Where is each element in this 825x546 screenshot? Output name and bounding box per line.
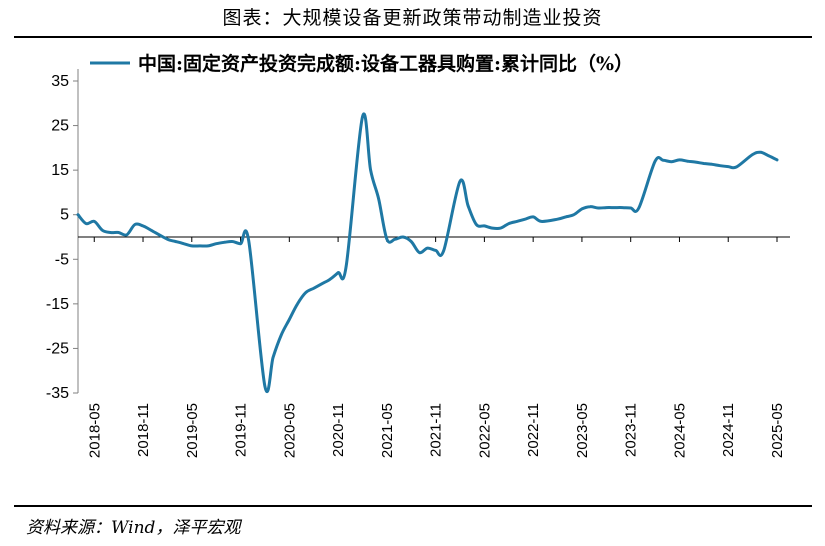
x-tick-label: 2019-11 — [233, 403, 250, 457]
y-tick-label: -5 — [55, 251, 69, 268]
top-rule — [14, 36, 812, 38]
x-tick-label: 2018-11 — [135, 403, 152, 457]
x-tick-label: 2023-11 — [623, 403, 640, 457]
source-note: 资料来源：Wind，泽平宏观 — [26, 518, 241, 538]
y-tick-label: -15 — [46, 296, 69, 313]
x-tick-label: 2022-11 — [525, 403, 542, 457]
x-tick-label: 2018-05 — [86, 403, 103, 458]
legend: 中国:固定资产投资完成额:设备工器具购置:累计同比（%） — [90, 52, 633, 75]
y-tick-label: 35 — [51, 73, 69, 90]
y-tick-label: 25 — [51, 118, 69, 135]
x-tick-label: 2020-05 — [281, 403, 298, 458]
x-tick-label: 2019-05 — [184, 403, 201, 458]
y-tick-label: 15 — [51, 162, 69, 179]
axes: 35 25 15 5 -5 -15 -25 -35 2018-05 2018-11 2019-05 2… — [46, 69, 790, 458]
line-chart: 35 25 15 5 -5 -15 -25 -35 2018-05 2018-11 2019-05 2… — [46, 52, 790, 458]
x-tick-label: 2021-11 — [428, 403, 445, 457]
series-layer — [76, 112, 779, 393]
bottom-rule — [14, 505, 812, 507]
y-tick-label: 5 — [60, 207, 69, 224]
x-tick-label: 2024-05 — [671, 403, 688, 458]
x-tick-label: 2024-11 — [720, 403, 737, 457]
x-tick-label: 2025-05 — [769, 403, 786, 458]
y-tick-label: -35 — [46, 385, 69, 402]
x-tick-label: 2021-05 — [379, 403, 396, 458]
figure-title: 图表：大规模设备更新政策带动制造业投资 — [222, 7, 603, 29]
series-line — [76, 112, 779, 393]
x-tick-label: 2022-05 — [476, 403, 493, 458]
legend-label: 中国:固定资产投资完成额:设备工器具购置:累计同比（%） — [138, 52, 633, 75]
x-tick-label: 2023-05 — [574, 403, 591, 458]
x-tick-label: 2020-11 — [330, 403, 347, 457]
y-tick-label: -25 — [46, 340, 69, 357]
